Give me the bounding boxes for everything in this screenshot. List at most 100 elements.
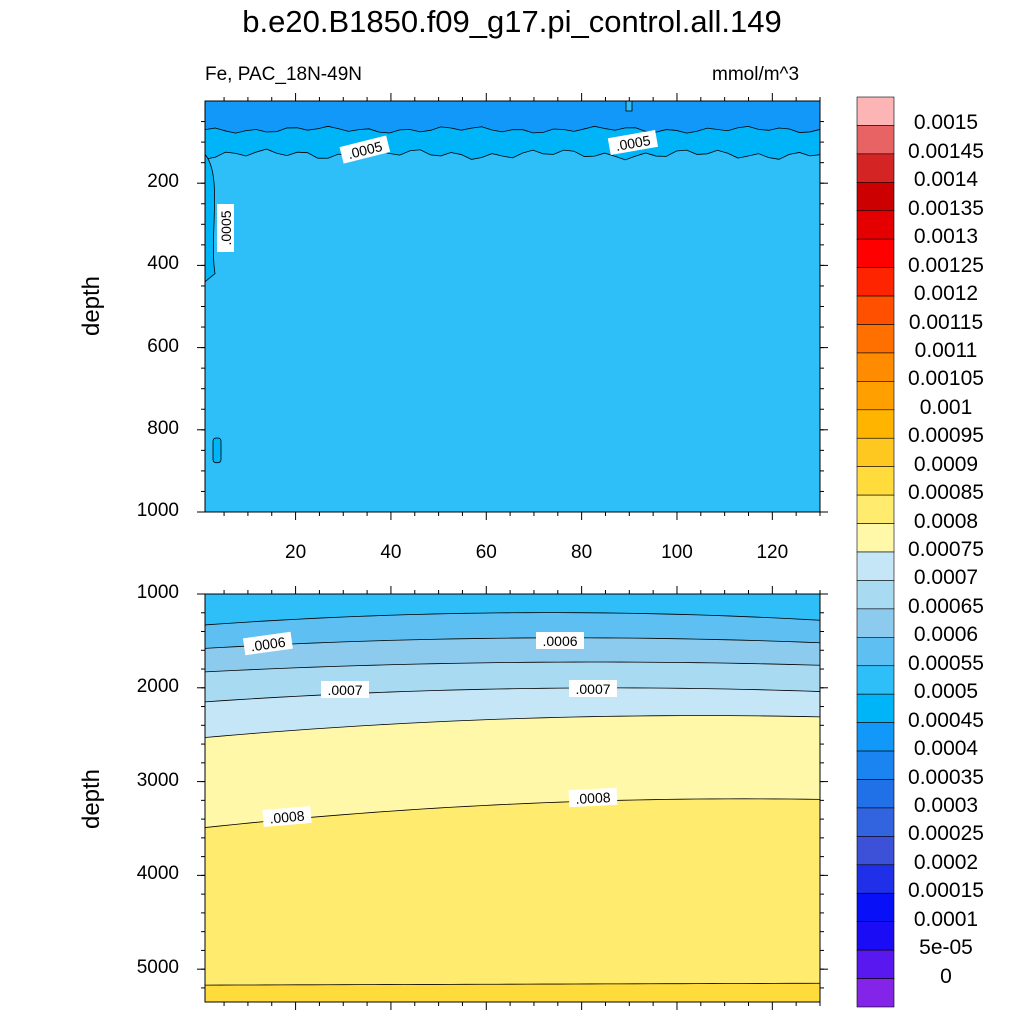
colorbar-label: 5e-05 bbox=[919, 936, 973, 960]
upper-x-tick-label: 80 bbox=[571, 542, 593, 563]
colorbar-label: 0.0002 bbox=[913, 850, 979, 874]
colorbar-box bbox=[856, 409, 895, 439]
colorbar-box bbox=[856, 267, 895, 297]
colorbar-box bbox=[856, 836, 895, 866]
colorbar-label: 0.00025 bbox=[908, 822, 984, 846]
colorbar-label: 0.0004 bbox=[913, 737, 979, 761]
lower-contour-label-text: .0008 bbox=[269, 807, 306, 826]
colorbar-box bbox=[856, 437, 895, 467]
colorbar-box bbox=[856, 381, 895, 411]
lower-contour-label-bg bbox=[242, 631, 293, 656]
colorbar-box bbox=[856, 722, 895, 752]
colorbar-box bbox=[856, 523, 895, 553]
colorbar-box bbox=[856, 210, 895, 240]
lower-contour-label-bg bbox=[536, 632, 584, 649]
lower-isoline bbox=[204, 982, 821, 986]
upper-y-tick-label: 400 bbox=[147, 253, 179, 275]
colorbar-label: 0.001 bbox=[919, 395, 973, 419]
colorbar-label: 0.00055 bbox=[908, 651, 984, 675]
colorbar-label: 0 bbox=[940, 964, 952, 988]
lower-contour-label-text: .0006 bbox=[542, 633, 577, 649]
colorbar-box bbox=[856, 693, 895, 723]
colorbar-label: 0.00095 bbox=[908, 424, 984, 448]
lower-contour-label-text: .0006 bbox=[250, 634, 287, 655]
colorbar-label: 0.00115 bbox=[908, 310, 984, 334]
colorbar-label: 0.00135 bbox=[908, 196, 984, 220]
lower-frame bbox=[204, 593, 821, 1003]
colorbar-label: 0.0015 bbox=[913, 111, 979, 135]
colorbar-label: 0.0013 bbox=[913, 225, 979, 249]
upper-isoline-0005-a bbox=[204, 148, 821, 161]
upper-left-tongue bbox=[204, 153, 216, 283]
lower-isoline bbox=[204, 661, 821, 673]
upper-y-tick-label: 200 bbox=[147, 171, 179, 193]
colorbar-box bbox=[856, 949, 895, 979]
colorbar-box bbox=[856, 864, 895, 894]
colorbar-label: 0.00065 bbox=[908, 594, 984, 618]
colorbar-label: 0.0006 bbox=[913, 623, 979, 647]
lower-contour-label: .0007 bbox=[321, 681, 369, 698]
colorbar-box bbox=[856, 295, 895, 325]
upper-x-tick-label: 40 bbox=[380, 542, 402, 563]
colorbar-box bbox=[856, 494, 895, 524]
lower-y-tick-label: 1000 bbox=[136, 582, 179, 603]
lower-isoline bbox=[204, 715, 821, 738]
upper-fill-0004 bbox=[205, 101, 820, 134]
lower-contour-label-bg bbox=[569, 680, 617, 697]
lower-y-tick-label: 5000 bbox=[136, 957, 179, 979]
colorbar-box bbox=[856, 921, 895, 951]
lower-contour-label: .0007 bbox=[569, 680, 617, 697]
upper-contour-label-text: .0005 bbox=[218, 210, 234, 245]
lower-isoline bbox=[204, 612, 821, 626]
upper-x-tick-label: 100 bbox=[661, 542, 693, 563]
colorbar-label: 0.0009 bbox=[913, 452, 979, 476]
colorbar-box bbox=[856, 125, 895, 155]
lower-y-tick-label: 3000 bbox=[136, 769, 179, 791]
colorbar bbox=[856, 96, 895, 1008]
upper-contour-label-bg bbox=[607, 129, 659, 156]
colorbar-label: 0.0008 bbox=[913, 509, 979, 533]
figure-title: b.e20.B1850.f09_g17.pi_control.all.149 bbox=[242, 4, 782, 39]
upper-surface-patch bbox=[625, 100, 633, 112]
upper-contour-label-text: .0005 bbox=[614, 132, 651, 154]
upper-x-tick-label: 60 bbox=[475, 542, 497, 563]
upper-y-tick-label: 600 bbox=[147, 335, 179, 357]
colorbar-label: 0.00045 bbox=[908, 708, 984, 732]
upper-x-tick-label: 20 bbox=[285, 542, 307, 563]
lower-contour-label-bg bbox=[568, 787, 618, 808]
colorbar-box bbox=[856, 892, 895, 922]
colorbar-box bbox=[856, 153, 895, 183]
upper-contour-label-bg bbox=[217, 204, 234, 252]
units-label: mmol/m^3 bbox=[712, 64, 800, 85]
lower-contour-label-text: .0007 bbox=[327, 682, 362, 698]
colorbar-label: 0.0014 bbox=[913, 168, 979, 192]
colorbar-box bbox=[856, 978, 895, 1008]
upper-contour-label: .0005 bbox=[217, 204, 234, 252]
upper-contour-label-bg bbox=[339, 135, 391, 164]
colorbar-box bbox=[856, 551, 895, 581]
lower-contour-label: .0008 bbox=[262, 805, 312, 828]
lower-contour-panel: .0006 .0006 .0007 .0007 .0008 .0008 bbox=[197, 586, 828, 1010]
lower-contour-label-bg bbox=[262, 805, 312, 828]
colorbar-label: 0.0012 bbox=[913, 282, 979, 306]
colorbar-box bbox=[856, 182, 895, 212]
colorbar-box bbox=[856, 238, 895, 268]
colorbar-label: 0.0007 bbox=[913, 566, 979, 590]
colorbar-box bbox=[856, 324, 895, 354]
colorbar-label: 0.0005 bbox=[913, 680, 979, 704]
colorbar-box bbox=[856, 637, 895, 667]
colorbar-label: 0.00125 bbox=[908, 253, 984, 277]
upper-fill-0005 bbox=[205, 101, 820, 512]
colorbar-label: 0.00015 bbox=[908, 879, 984, 903]
upper-deep-patch bbox=[212, 437, 222, 464]
lower-isoline bbox=[204, 637, 821, 649]
lower-contour-label: .0008 bbox=[568, 787, 618, 808]
upper-contour-label: .0005 bbox=[607, 129, 659, 156]
colorbar-box bbox=[856, 779, 895, 809]
colorbar-box bbox=[856, 807, 895, 837]
lower-band-fill bbox=[205, 594, 820, 625]
lower-contour-label: .0006 bbox=[536, 632, 584, 649]
lower-contour-label: .0006 bbox=[242, 631, 293, 656]
colorbar-label: 0.00105 bbox=[908, 367, 984, 391]
